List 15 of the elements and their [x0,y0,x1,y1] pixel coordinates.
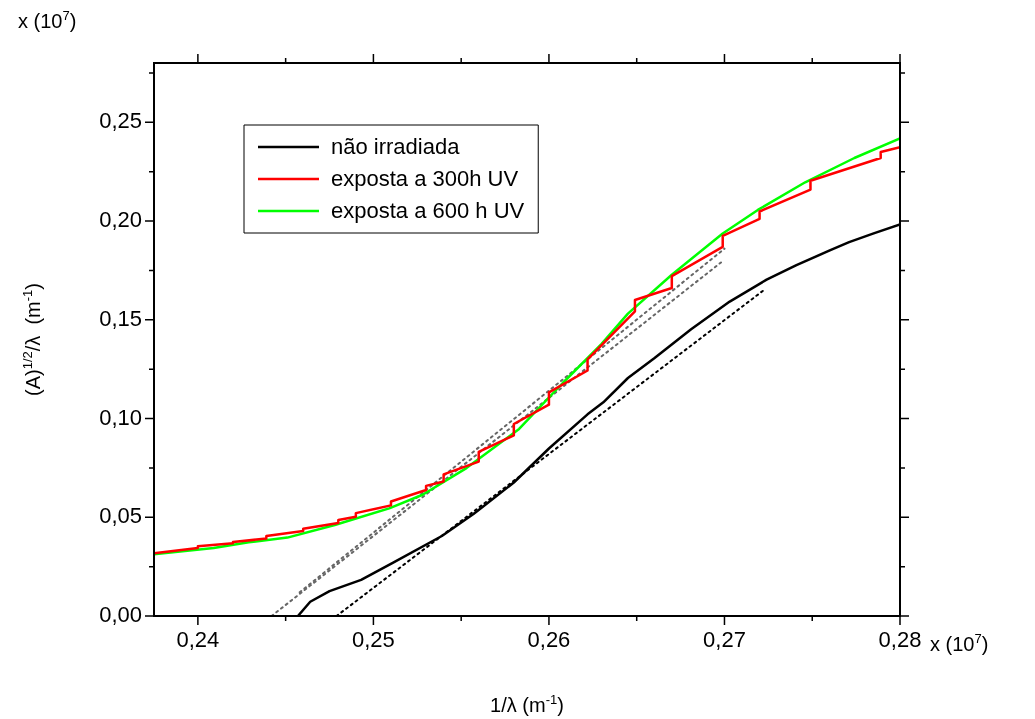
x-tick-label: 0,26 [527,627,571,653]
y-tick-label: 0,05 [99,503,142,529]
legend-label: exposta a 300h UV [331,166,519,192]
y-tick-label: 0,15 [99,305,142,331]
y-tick-label: 0,20 [99,207,142,233]
legend-label: exposta a 600 h UV [331,198,525,224]
x-tick-label: 0,24 [176,627,220,653]
x-tick-label: 0,28 [878,627,922,653]
legend-label: não irradiada [331,134,461,160]
y-tick-label: 0,00 [99,602,142,628]
x-tick-label: 0,25 [352,627,395,653]
x-tick-label: 0,27 [703,627,746,653]
y-axis-title: (A)1/2/λ (m-1) [20,283,44,396]
y-tick-label: 0,10 [99,404,142,430]
y-tick-label: 0,25 [99,108,142,134]
